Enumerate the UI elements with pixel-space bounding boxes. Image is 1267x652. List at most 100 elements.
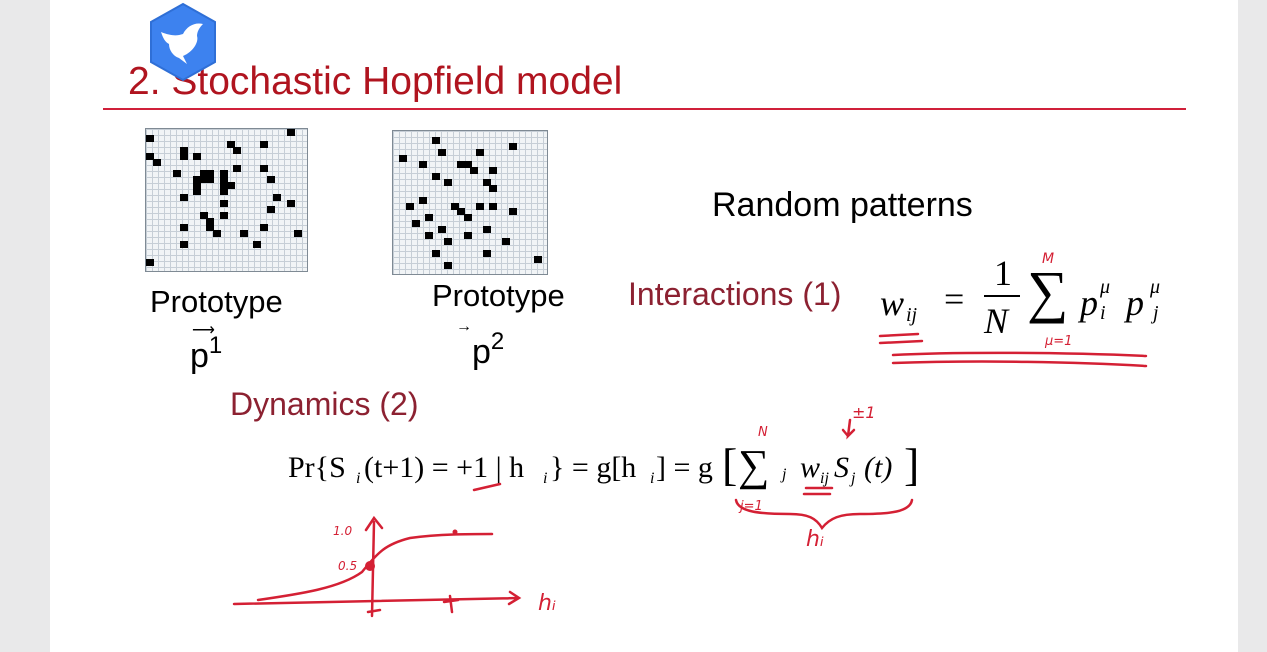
app-bird-icon[interactable] xyxy=(147,2,219,82)
prototype1-label: Prototype xyxy=(150,284,283,319)
underline-formula-1 xyxy=(891,351,1148,358)
pattern-active-cell xyxy=(253,241,262,249)
pattern-active-cell xyxy=(260,140,269,148)
pattern-active-cell xyxy=(437,148,446,156)
pattern-active-cell xyxy=(179,152,188,160)
pattern-active-cell xyxy=(489,184,498,192)
underline-formula-2 xyxy=(891,360,1148,368)
hw-lower-j1: j=1 xyxy=(738,499,763,514)
prototype1-vector-index: 1 xyxy=(208,332,223,359)
prototype1-pattern-grid xyxy=(145,128,308,272)
title-underline xyxy=(103,108,1186,110)
dyn-rest1: (t+1) = +1 | h xyxy=(364,451,525,484)
prototype2-vector-index: 2 xyxy=(490,328,505,355)
fraction-bar xyxy=(984,295,1020,297)
pattern-active-cell xyxy=(179,223,188,231)
hw-pm1: ±1 xyxy=(852,403,876,422)
pattern-active-cell xyxy=(444,262,453,270)
prototype1-vector-symbol: p xyxy=(190,337,209,375)
formula-p2-sup: μ xyxy=(1150,276,1161,298)
pattern-active-cell xyxy=(463,214,472,222)
prototype2-pattern-grid xyxy=(392,130,548,275)
pattern-active-cell xyxy=(219,170,228,178)
formula-w-sub: ij xyxy=(906,304,918,326)
random-patterns-text: Random patterns xyxy=(712,186,973,224)
pattern-active-cell xyxy=(482,226,491,234)
dynamics-label: Dynamics (2) xyxy=(230,386,419,422)
sigmoid-dot xyxy=(452,529,458,535)
formula-equals: = xyxy=(944,279,965,319)
pattern-active-cell xyxy=(463,232,472,240)
pattern-active-cell xyxy=(192,188,201,196)
dyn-targ: (t) xyxy=(864,451,893,484)
pattern-active-cell xyxy=(286,129,295,136)
pattern-active-cell xyxy=(192,176,201,184)
vector-arrow-icon: → xyxy=(456,318,472,335)
hw-lower-mu1: μ=1 xyxy=(1044,334,1072,349)
pattern-active-cell xyxy=(219,200,228,207)
prototype2-label: Prototype xyxy=(432,278,565,313)
pattern-active-cell xyxy=(273,194,282,202)
pattern-active-cell xyxy=(260,223,269,231)
pattern-active-cell xyxy=(239,229,248,237)
pattern-active-cell xyxy=(286,200,295,207)
pattern-active-cell xyxy=(199,211,208,219)
underline-w-double xyxy=(878,332,924,345)
pattern-active-cell xyxy=(146,259,154,267)
arrow-to-s xyxy=(841,418,856,440)
pattern-active-cell xyxy=(437,226,446,234)
pattern-active-cell xyxy=(470,166,478,174)
pattern-active-cell xyxy=(146,152,154,160)
pattern-active-cell xyxy=(192,182,201,190)
pattern-active-cell xyxy=(192,152,201,160)
hw-plot-y-top: 1.0 xyxy=(333,524,352,538)
vector-arrow-icon: ⟶ xyxy=(192,322,215,339)
pattern-active-cell xyxy=(399,154,408,162)
sigmoid-tick-1 xyxy=(442,594,460,614)
pattern-active-cell xyxy=(233,146,242,154)
pattern-active-cell xyxy=(502,238,511,246)
pattern-active-cell xyxy=(457,160,466,168)
dyn-w: w xyxy=(800,451,821,484)
pattern-active-cell xyxy=(179,194,188,202)
pattern-active-cell xyxy=(425,214,434,222)
pattern-active-cell xyxy=(179,146,188,154)
pattern-active-cell xyxy=(266,205,275,213)
pattern-active-cell xyxy=(463,160,472,168)
pattern-active-cell xyxy=(489,202,498,210)
pattern-active-cell xyxy=(457,208,466,216)
interactions-label: Interactions (1) xyxy=(628,276,842,312)
dyn-sub-i3: i xyxy=(650,470,655,487)
dyn-rbracket: ] xyxy=(904,439,920,490)
pattern-active-cell xyxy=(206,223,215,231)
pattern-active-cell xyxy=(482,250,491,258)
pattern-active-cell xyxy=(418,196,427,204)
pattern-active-cell xyxy=(206,217,215,225)
hw-plot-y-mid: 0.5 xyxy=(338,559,357,573)
pattern-active-cell xyxy=(444,178,453,186)
dyn-s: S xyxy=(834,451,849,484)
underline-plus-one xyxy=(472,482,502,492)
pattern-active-cell xyxy=(199,170,208,178)
pattern-active-cell xyxy=(152,158,161,166)
pattern-active-cell xyxy=(508,142,517,150)
formula-p1-sup: μ xyxy=(1100,276,1111,298)
prototype1-vector: ⟶ p1 xyxy=(190,322,223,376)
pattern-active-cell xyxy=(431,136,440,144)
pattern-active-cell xyxy=(508,208,517,216)
pattern-active-cell xyxy=(146,134,154,142)
pattern-active-cell xyxy=(199,176,208,184)
pattern-active-cell xyxy=(233,164,242,172)
pattern-active-cell xyxy=(219,176,228,184)
pattern-active-cell xyxy=(476,148,485,156)
dyn-s-sub: j xyxy=(851,470,856,487)
formula-p1-sub: i xyxy=(1100,302,1106,324)
pattern-active-cell xyxy=(425,232,434,240)
pattern-active-cell xyxy=(405,202,414,210)
formula-w: w xyxy=(880,283,905,323)
sigmoid-midpoint xyxy=(365,561,375,571)
dyn-sum: ∑ xyxy=(738,441,770,490)
dyn-lbracket: [ xyxy=(722,439,738,490)
hw-plot-x-label: hᵢ xyxy=(538,591,556,616)
